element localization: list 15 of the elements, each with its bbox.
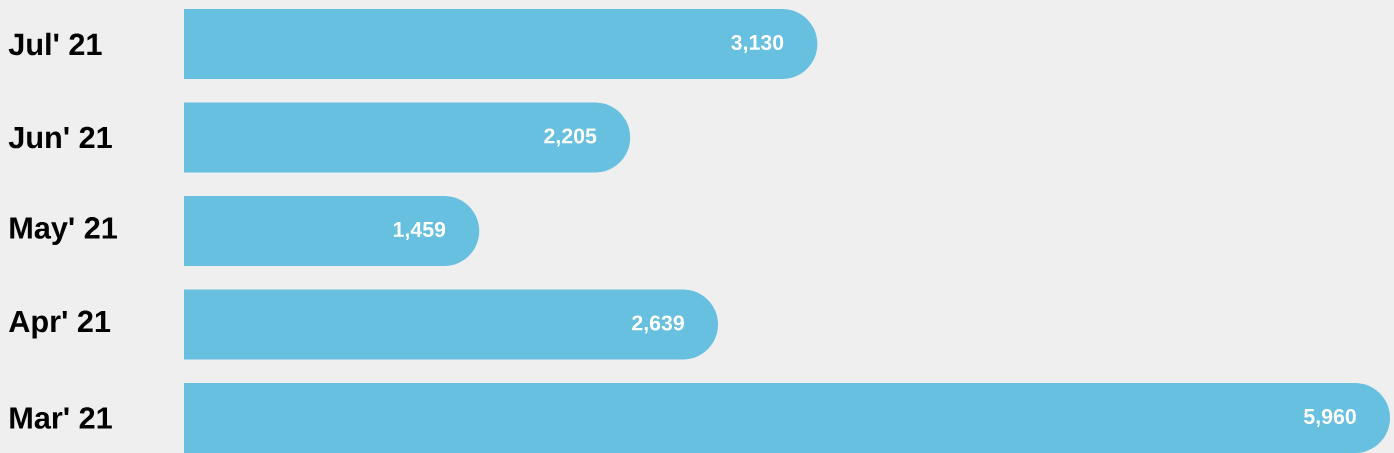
- data-label: 2,639: [632, 315, 684, 334]
- data-label: 3,130: [731, 34, 784, 54]
- y-tick-label: Jun' 21: [8, 126, 112, 149]
- y-tick-label: Apr' 21: [9, 310, 111, 339]
- y-tick-label: Mar' 21: [10, 407, 112, 429]
- y-tick-label: May' 21: [10, 217, 117, 245]
- bar: [184, 196, 480, 266]
- data-label: 2,205: [544, 128, 597, 147]
- data-label: 5,960: [1304, 408, 1356, 428]
- bar: [184, 9, 818, 79]
- y-tick-label: Jul' 21: [8, 32, 102, 56]
- bar: [184, 102, 631, 173]
- bar: [184, 383, 1391, 453]
- data-label: 1,459: [393, 221, 446, 241]
- bar: [184, 289, 719, 360]
